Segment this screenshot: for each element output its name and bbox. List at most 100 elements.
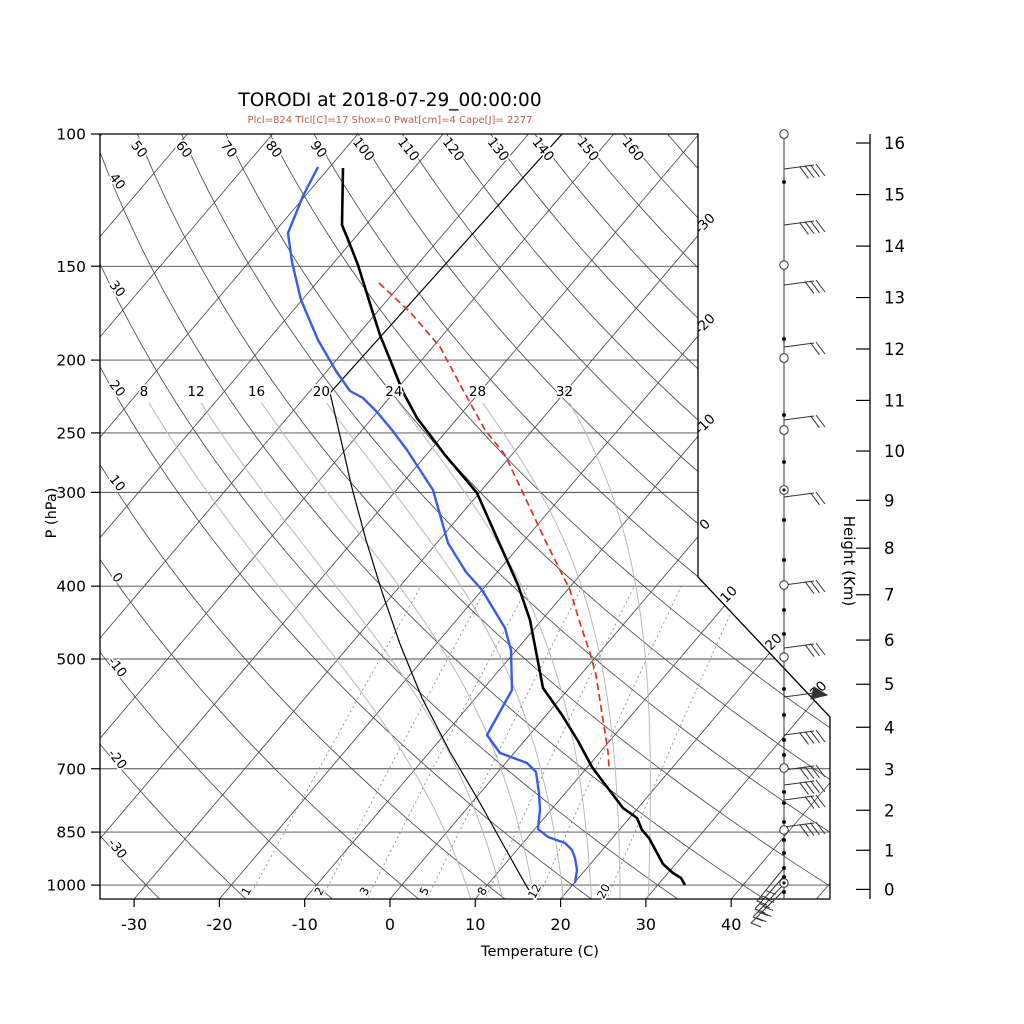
chart-stats-subtitle: Plcl=824 Tlcl[C]=17 Shox=0 Pwat[cm]=4 Ca… [247,115,533,126]
mixing-ratio-line [425,586,583,899]
dry-adiabat-top-label: 60 [172,138,195,161]
wind-barb [783,729,826,745]
dry-adiabat-line [181,134,830,899]
wind-level-dot [782,875,786,879]
mixing-ratio-line [483,586,635,899]
height-tick-label: 0 [884,880,895,899]
dry-adiabat-left-label: 30 [106,278,128,300]
temp-tick-label: 40 [721,915,741,934]
height-tick-label: 16 [884,134,905,153]
dry-adiabat-line [100,134,249,899]
moist-adiabat-label: 16 [248,384,265,400]
isotherm-line [730,134,830,899]
mixing-ratio-line [246,586,422,899]
isotherm-line [100,134,273,899]
wind-level-dot [782,801,786,805]
wind-level-dot [782,180,786,184]
pressure-tick-label: 200 [56,352,86,370]
dry-adiabat-left-label: 10 [106,472,128,494]
isotherm-right-label: -10 [692,411,719,438]
dry-adiabat-line [100,134,595,899]
wind-level-dot [782,558,786,562]
dry-adiabat-line [313,134,830,899]
wind-barb [783,821,826,837]
wind-barb [783,279,826,294]
mixing-ratio-line [536,586,682,899]
isotherm-line [474,134,830,899]
dry-adiabat-line [534,134,830,899]
wind-level-dot [782,890,786,894]
moist-adiabat-label: 24 [385,384,402,400]
wind-barb [783,764,826,780]
dry-adiabat-line [100,134,768,899]
wind-barb [783,219,826,235]
wind-barb [783,491,826,506]
mixing-ratio-label: 5 [416,885,432,898]
pressure-tick-label: 150 [56,258,86,276]
isotherm-line [100,134,188,899]
dry-adiabat-line [446,134,830,899]
height-tick-label: 6 [884,631,895,650]
temp-tick-label: 30 [636,915,656,934]
mixing-ratio-label: 12 [525,881,544,900]
moist-adiabat-line [325,402,565,899]
dewpoint-curve [286,166,579,884]
wind-level-dot [782,632,786,636]
wind-barb [783,794,826,809]
wind-level-dot [782,753,786,757]
wind-level-dot [782,866,786,870]
moist-adiabat-line [148,402,473,899]
dry-adiabat-top-label: 130 [484,134,512,164]
height-tick-label: 10 [884,442,905,461]
mixing-ratio-line [365,586,529,899]
moist-adiabat-line [569,402,651,899]
dry-adiabat-line [357,134,830,899]
temp-tick-label: -10 [292,915,318,934]
mixing-ratio-label: 2 [311,885,327,898]
surface-wind-barb [752,883,785,922]
dry-adiabat-line [137,134,830,899]
parcel-aux-curve [329,392,534,897]
dry-adiabat-line [100,134,508,899]
wind-level-dot [782,608,786,612]
dry-adiabat-top-label: 110 [394,134,422,164]
dry-adiabat-line [100,134,422,899]
wind-level-dot [782,790,786,794]
wind-barb [783,414,826,429]
height-tick-label: 7 [884,586,895,605]
dry-adiabat-line [578,134,830,899]
mixing-ratio-label: 20 [594,881,613,900]
wind-level-circle [779,353,789,363]
isotherm-line [100,134,444,899]
dry-adiabat-top-label: 150 [573,134,601,164]
moist-adiabat-label: 20 [313,384,330,400]
moist-adiabat-line [482,402,621,899]
plot-frame [99,133,831,900]
dry-adiabat-line [100,134,681,899]
pressure-tick-label: 250 [56,424,86,442]
height-tick-label: 3 [884,760,895,779]
wind-level-circle [779,580,789,590]
isotherm-right-label: -20 [692,311,719,338]
wind-level-circle-dot [782,488,786,492]
parcel-aux-line [329,134,564,394]
moist-adiabat-line [200,402,504,899]
x-axis-label: Temperature (C) [481,944,599,960]
wind-level-dot [782,687,786,691]
wind-level-circle [779,763,789,773]
temp-tick-label: 0 [385,915,395,934]
dry-adiabat-line [490,134,830,899]
dry-adiabat-line [269,134,830,899]
dry-adiabat-line [711,134,830,899]
height-tick-label: 12 [884,340,905,359]
isotherm-line [389,134,830,899]
mixing-ratio-label: 3 [356,885,372,898]
height-tick-label: 5 [884,675,895,694]
wind-level-circle [779,425,789,435]
pressure-tick-label: 100 [56,126,86,144]
isotherm-diagonal-label: 10 [717,583,740,606]
dry-adiabat-top-label: 140 [529,134,557,164]
isotherm-line [133,134,785,899]
dry-adiabat-top-label: 120 [439,134,467,164]
